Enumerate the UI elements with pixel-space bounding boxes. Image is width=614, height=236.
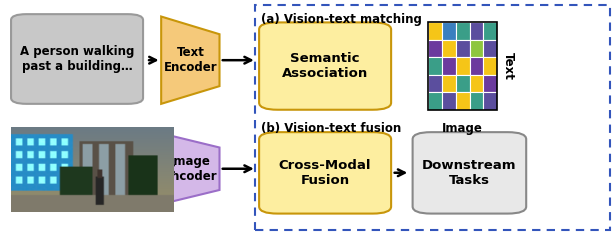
Bar — [428, 92, 442, 110]
Bar — [470, 92, 483, 110]
Text: Text: Text — [502, 52, 515, 80]
Bar — [428, 22, 442, 40]
Bar — [442, 92, 456, 110]
Bar — [442, 75, 456, 92]
Bar — [442, 57, 456, 75]
Bar — [428, 22, 497, 110]
Bar — [470, 57, 483, 75]
Text: Text
Encoder: Text Encoder — [163, 46, 217, 74]
Bar — [442, 40, 456, 57]
FancyBboxPatch shape — [413, 132, 526, 214]
Bar — [456, 22, 470, 40]
Bar — [428, 75, 442, 92]
Text: Image: Image — [442, 122, 483, 135]
Text: Semantic
Association: Semantic Association — [282, 52, 368, 80]
Text: Downstream
Tasks: Downstream Tasks — [422, 159, 516, 187]
Polygon shape — [161, 133, 220, 204]
Bar — [428, 57, 442, 75]
Bar — [456, 75, 470, 92]
Bar — [442, 22, 456, 40]
Bar — [456, 92, 470, 110]
FancyBboxPatch shape — [11, 14, 143, 104]
Bar — [470, 40, 483, 57]
Text: A person walking
past a building…: A person walking past a building… — [20, 45, 134, 73]
Bar — [456, 40, 470, 57]
Bar — [483, 22, 497, 40]
Bar — [428, 40, 442, 57]
Bar — [456, 57, 470, 75]
Text: (a) Vision-text matching: (a) Vision-text matching — [261, 13, 422, 26]
Bar — [470, 75, 483, 92]
Bar — [483, 92, 497, 110]
Bar — [483, 75, 497, 92]
Bar — [470, 22, 483, 40]
FancyBboxPatch shape — [259, 22, 391, 110]
FancyBboxPatch shape — [259, 132, 391, 214]
Bar — [483, 57, 497, 75]
Bar — [483, 40, 497, 57]
Text: Image
Encoder: Image Encoder — [163, 155, 217, 183]
Text: (b) Vision-text fusion: (b) Vision-text fusion — [261, 122, 401, 135]
Text: Cross-Modal
Fusion: Cross-Modal Fusion — [279, 159, 371, 187]
Polygon shape — [161, 17, 220, 104]
